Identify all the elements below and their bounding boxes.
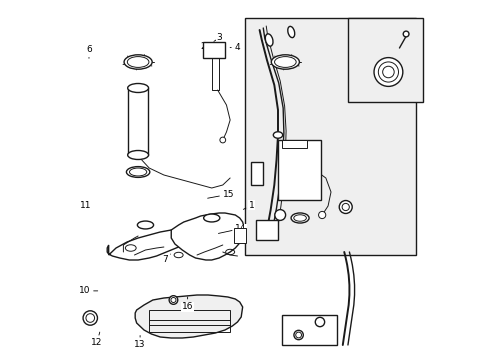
Text: 11: 11 xyxy=(80,201,91,210)
Text: 5: 5 xyxy=(140,97,145,108)
Bar xyxy=(278,140,320,200)
Text: 7: 7 xyxy=(162,254,170,264)
Ellipse shape xyxy=(124,55,152,69)
Text: 8: 8 xyxy=(280,150,290,159)
Ellipse shape xyxy=(293,215,306,221)
Text: 13: 13 xyxy=(134,336,145,349)
Circle shape xyxy=(403,31,408,37)
Bar xyxy=(251,162,263,185)
Bar xyxy=(233,228,245,243)
Ellipse shape xyxy=(271,55,299,69)
Circle shape xyxy=(318,211,325,219)
Text: 1: 1 xyxy=(243,201,254,210)
Text: 16: 16 xyxy=(182,297,193,311)
Text: 3: 3 xyxy=(213,33,222,42)
Text: 9: 9 xyxy=(327,320,334,328)
Circle shape xyxy=(339,201,351,213)
Circle shape xyxy=(373,58,402,86)
Bar xyxy=(281,315,336,345)
Text: 15: 15 xyxy=(207,190,234,199)
Bar xyxy=(244,18,415,255)
Bar xyxy=(127,88,148,155)
Circle shape xyxy=(293,330,303,340)
Text: 2: 2 xyxy=(200,42,208,51)
Circle shape xyxy=(83,311,97,325)
Text: 12: 12 xyxy=(91,332,102,347)
Bar xyxy=(255,220,278,240)
Ellipse shape xyxy=(203,214,220,222)
Polygon shape xyxy=(171,213,244,260)
Ellipse shape xyxy=(137,221,153,229)
Ellipse shape xyxy=(290,213,308,223)
Bar xyxy=(149,310,230,332)
Ellipse shape xyxy=(127,150,148,159)
Ellipse shape xyxy=(129,168,146,176)
Circle shape xyxy=(169,296,178,304)
Bar xyxy=(281,140,307,148)
Circle shape xyxy=(274,210,285,220)
Polygon shape xyxy=(107,228,188,260)
Ellipse shape xyxy=(127,84,148,93)
Text: 6: 6 xyxy=(86,45,92,58)
Ellipse shape xyxy=(265,34,272,46)
Bar xyxy=(347,18,422,102)
Circle shape xyxy=(220,137,225,143)
Text: 4: 4 xyxy=(230,43,240,52)
Text: 10: 10 xyxy=(79,287,98,295)
Text: 14: 14 xyxy=(218,224,246,233)
Bar xyxy=(203,42,224,58)
Ellipse shape xyxy=(287,26,294,38)
Circle shape xyxy=(315,317,324,327)
Polygon shape xyxy=(135,295,242,338)
Ellipse shape xyxy=(126,167,149,177)
Ellipse shape xyxy=(273,132,282,138)
